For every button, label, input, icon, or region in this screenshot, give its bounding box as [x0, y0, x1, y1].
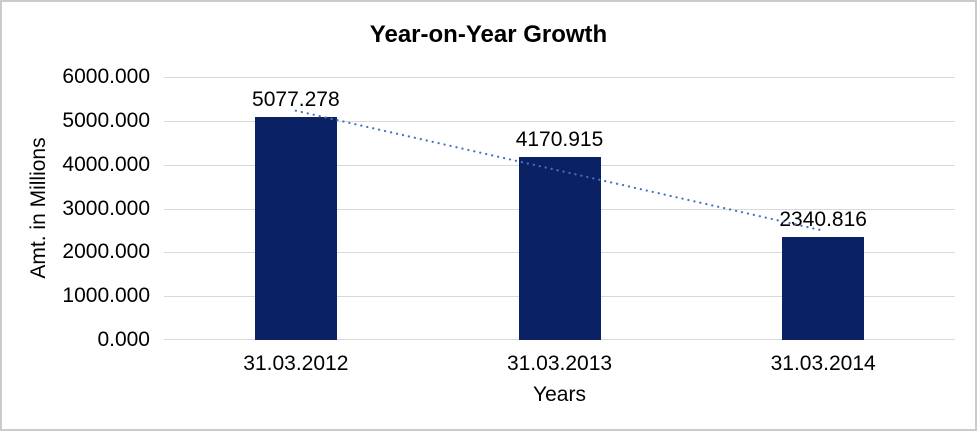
- chart-title: Year-on-Year Growth: [369, 21, 608, 48]
- plot-area: 5077.278 4170.915 2340.816: [164, 77, 955, 340]
- y-tick-label: 4000.000: [62, 152, 150, 176]
- bar: [518, 157, 601, 340]
- x-tick-label: 31.03.2012: [243, 352, 349, 375]
- y-tick-label: 3000.000: [62, 196, 150, 220]
- x-tick-label: 31.03.2013: [506, 352, 613, 375]
- gridline: [164, 121, 955, 122]
- bar-value-label: 4170.915: [515, 128, 604, 152]
- y-tick-label: 0.000: [97, 328, 150, 351]
- bar-value-label: 5077.278: [252, 88, 340, 112]
- y-tick-label: 5000.000: [62, 108, 150, 132]
- bar: [782, 237, 865, 340]
- gridline: [164, 77, 955, 78]
- trendline-path: [294, 109, 825, 232]
- bar: [254, 117, 337, 340]
- x-axis-title: Years: [533, 383, 586, 406]
- trendline: [294, 109, 825, 232]
- x-tick-label: 31.03.2014: [770, 352, 876, 375]
- y-tick-label: 1000.000: [62, 284, 150, 308]
- y-tick-label: 2000.000: [62, 240, 150, 264]
- y-tick-label: 6000.000: [62, 65, 150, 88]
